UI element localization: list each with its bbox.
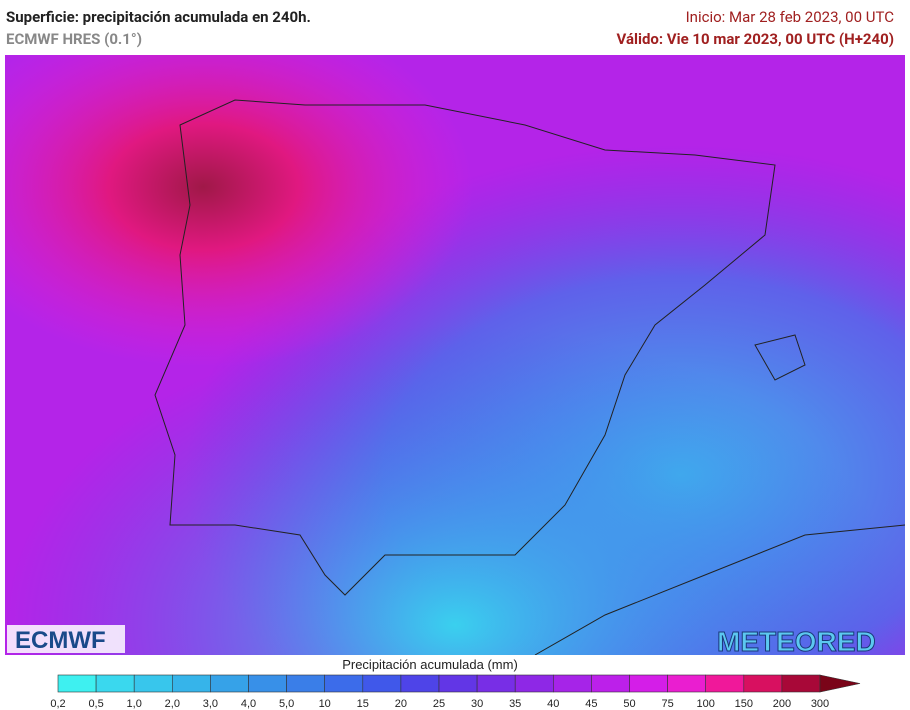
legend-label: 5,0	[279, 698, 294, 710]
color-box	[324, 674, 364, 693]
color-box	[95, 674, 135, 693]
legend: Precipitación acumulada (mm) 0,2 0,5 1,0 2,…	[50, 657, 861, 710]
subtitle: ECMWF HRES (0.1°)	[6, 30, 142, 48]
color-box	[57, 674, 97, 693]
legend-label: 75	[661, 698, 673, 710]
title: Superficie: precipitación acumulada en 2…	[6, 8, 311, 26]
legend-label: 100	[697, 698, 715, 710]
color-box	[210, 674, 249, 693]
legend-label: 300	[811, 698, 829, 710]
legend-label: 0,5	[88, 698, 103, 710]
color-box	[514, 674, 554, 693]
legend-label: 40	[547, 698, 559, 710]
legend-label: 2,0	[165, 698, 180, 710]
legend-label: 0,2	[50, 698, 65, 710]
meteored-logo: METEORED	[717, 626, 876, 655]
legend-label: 3,0	[203, 698, 218, 710]
legend-title: Precipitación acumulada (mm)	[342, 657, 518, 672]
legend-label: 10	[319, 698, 331, 710]
legend-label: 50	[623, 698, 635, 710]
legend-label: 30	[471, 698, 483, 710]
color-box	[133, 674, 173, 693]
color-box	[248, 674, 287, 693]
map: ECMWF METEORED	[5, 55, 905, 655]
color-box	[286, 674, 326, 693]
color-box	[552, 674, 592, 693]
start-time: Inicio: Mar 28 feb 2023, 00 UTC	[685, 8, 894, 26]
legend-label: 45	[585, 698, 597, 710]
legend-label: 150	[735, 698, 753, 710]
ecmwf-logo: ECMWF	[15, 627, 106, 654]
color-box	[476, 674, 516, 693]
valid-time: Válido: Vie 10 mar 2023, 00 UTC (H+240)	[616, 30, 894, 48]
legend-label: 200	[773, 698, 791, 710]
legend-label: 20	[395, 698, 407, 710]
color-box	[743, 674, 783, 693]
legend-label: 35	[509, 698, 521, 710]
legend-label: 1,0	[127, 698, 142, 710]
legend-label: 15	[357, 698, 369, 710]
color-box	[362, 674, 402, 693]
color-box	[591, 674, 630, 693]
color-box	[438, 674, 478, 693]
color-box	[400, 674, 440, 693]
color-box	[667, 674, 706, 693]
color-arrow	[819, 674, 861, 693]
legend-label: 4,0	[241, 698, 256, 710]
color-box	[172, 674, 211, 693]
legend-label: 25	[433, 698, 445, 710]
color-box	[781, 674, 821, 693]
color-box	[629, 674, 668, 693]
color-box	[705, 674, 745, 693]
